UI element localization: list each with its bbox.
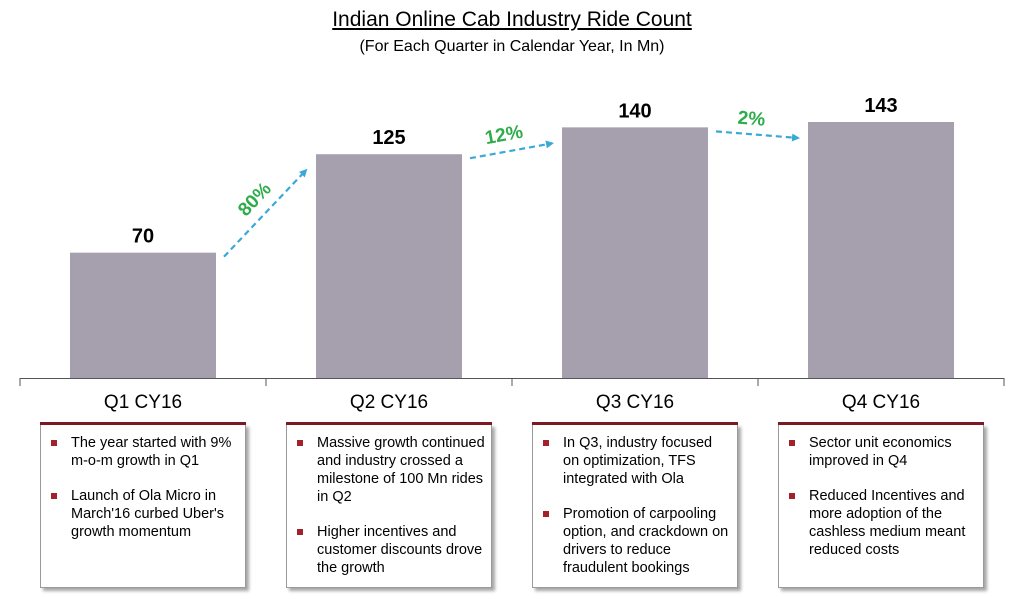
growth-label: 2% bbox=[737, 108, 766, 131]
bar-q2-cy16 bbox=[316, 154, 462, 378]
bar-q1-cy16 bbox=[70, 252, 216, 378]
chart-subtitle: (For Each Quarter in Calendar Year, In M… bbox=[359, 38, 665, 55]
note-bullet: Massive growth continued and industry cr… bbox=[297, 434, 485, 506]
note-bullet: Reduced Incentives and more adoption of … bbox=[789, 487, 977, 559]
note-bullet: Promotion of carpooling option, and crac… bbox=[543, 505, 731, 577]
bar-q3-cy16 bbox=[562, 127, 708, 378]
category-label: Q2 CY16 bbox=[350, 392, 428, 413]
bar-value-label: 125 bbox=[372, 127, 405, 149]
note-bullet: The year started with 9% m-o-m growth in… bbox=[51, 434, 239, 470]
category-label: Q4 CY16 bbox=[842, 392, 920, 413]
note-bullet: In Q3, industry focused on optimization,… bbox=[543, 434, 731, 488]
note-list: In Q3, industry focused on optimization,… bbox=[533, 425, 737, 577]
note-list: The year started with 9% m-o-m growth in… bbox=[41, 425, 245, 541]
growth-arrow bbox=[469, 140, 554, 160]
category-label: Q1 CY16 bbox=[104, 392, 182, 413]
growth-label: 80% bbox=[234, 179, 275, 221]
chart-title: Indian Online Cab Industry Ride Count bbox=[332, 8, 692, 31]
note-box-q3-cy16: In Q3, industry focused on optimization,… bbox=[532, 422, 738, 588]
note-list: Sector unit economics improved in Q4 Redu… bbox=[779, 425, 983, 559]
note-bullet: Higher incentives and customer discounts… bbox=[297, 523, 485, 577]
bar-value-label: 143 bbox=[864, 95, 897, 117]
bar-q4-cy16 bbox=[808, 122, 954, 378]
note-bullet: Sector unit economics improved in Q4 bbox=[789, 434, 977, 470]
note-box-q4-cy16: Sector unit economics improved in Q4 Redu… bbox=[778, 422, 984, 588]
note-list: Massive growth continued and industry cr… bbox=[287, 425, 491, 577]
bar-value-label: 140 bbox=[618, 100, 651, 122]
bar-chart: 70 Q1 CY16 125 Q2 CY16 140 Q3 CY16 143 Q4 CY16 8… bbox=[19, 95, 1005, 413]
growth-arrow bbox=[715, 130, 800, 142]
note-bullet: Launch of Ola Micro in March'16 curbed U… bbox=[51, 487, 239, 541]
category-label: Q3 CY16 bbox=[596, 392, 674, 413]
note-box-q2-cy16: Massive growth continued and industry cr… bbox=[286, 422, 492, 588]
note-box-q1-cy16: The year started with 9% m-o-m growth in… bbox=[40, 422, 246, 588]
bar-value-label: 70 bbox=[132, 226, 154, 248]
growth-label: 12% bbox=[483, 122, 524, 149]
